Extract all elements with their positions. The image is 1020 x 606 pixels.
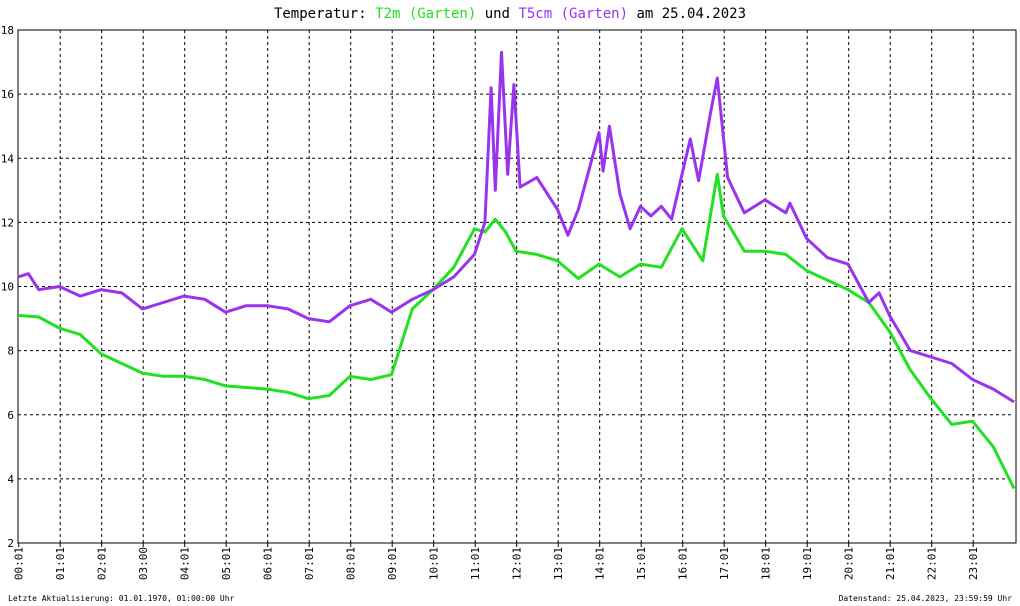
y-tick-label: 8 <box>7 345 14 358</box>
legend-entry: T5cm (Garten) <box>518 6 628 22</box>
title-prefix: Temperatur: <box>274 6 367 22</box>
y-tick-label: 6 <box>7 409 14 422</box>
x-tick-label: 04:01 <box>179 547 192 580</box>
x-tick-label: 00:01 <box>13 547 26 580</box>
x-tick-label: 08:01 <box>345 547 358 580</box>
y-tick-label: 12 <box>1 216 14 229</box>
y-tick-label: 10 <box>1 281 14 294</box>
y-tick-label: 14 <box>1 152 15 165</box>
series-line <box>17 172 1016 490</box>
x-tick-label: 10:01 <box>428 547 441 580</box>
title-joiner: und <box>485 6 510 22</box>
x-tick-label: 17:01 <box>718 547 731 580</box>
x-tick-label: 12:01 <box>511 547 524 580</box>
x-tick-label: 21:01 <box>884 547 897 580</box>
chart-title: Temperatur: T2m (Garten) und T5cm (Garte… <box>274 6 746 22</box>
x-tick-label: 07:01 <box>303 547 316 580</box>
y-tick-label: 4 <box>7 473 14 486</box>
x-tick-label: 02:01 <box>96 547 109 580</box>
x-tick-label: 15:01 <box>635 547 648 580</box>
y-tick-label: 18 <box>1 24 14 37</box>
x-tick-label: 03:00 <box>137 547 150 580</box>
x-tick-label: 22:01 <box>926 547 939 580</box>
legend-entry: T2m (Garten) <box>375 6 476 22</box>
series-line <box>17 50 1015 404</box>
x-tick-label: 18:01 <box>760 547 773 580</box>
x-tick-label: 01:01 <box>54 547 67 580</box>
title-suffix: am 25.04.2023 <box>636 6 746 22</box>
x-tick-label: 05:01 <box>220 547 233 580</box>
x-tick-label: 20:01 <box>843 547 856 580</box>
x-tick-label: 23:01 <box>967 547 980 580</box>
x-tick-label: 14:01 <box>594 547 607 580</box>
x-tick-label: 06:01 <box>262 547 275 580</box>
x-tick-label: 13:01 <box>552 547 565 580</box>
x-tick-label: 09:01 <box>386 547 399 580</box>
y-tick-label: 16 <box>1 88 14 101</box>
plot-frame <box>17 29 1017 544</box>
x-tick-label: 16:01 <box>677 547 690 580</box>
footer-left: Letzte Aktualisierung: 01.01.1970, 01:00… <box>8 594 235 603</box>
x-tick-label: 19:01 <box>801 547 814 580</box>
footer-right: Datenstand: 25.04.2023, 23:59:59 Uhr <box>839 594 1013 603</box>
y-tick-label: 2 <box>7 537 14 550</box>
x-tick-label: 11:01 <box>469 547 482 580</box>
